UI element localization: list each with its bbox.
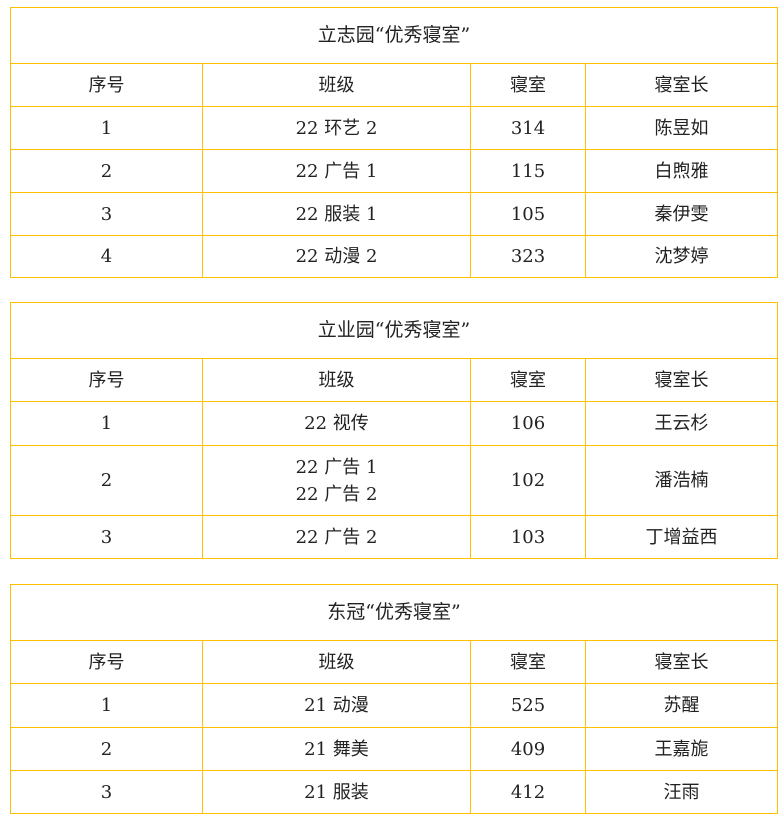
cell-dorm: 525 bbox=[470, 683, 586, 728]
table-row: 1 22 视传 106 王云杉 bbox=[10, 401, 778, 446]
cell-class: 22 环艺 2 bbox=[202, 106, 471, 150]
cell-index: 2 bbox=[10, 445, 203, 516]
cell-class: 22 视传 bbox=[202, 401, 471, 446]
header-row: 序号 班级 寝室 寝室长 bbox=[10, 640, 778, 684]
cell-dorm-leader: 王嘉旎 bbox=[585, 727, 778, 771]
header-row: 序号 班级 寝室 寝室长 bbox=[10, 63, 778, 107]
cell-dorm: 102 bbox=[470, 445, 586, 516]
cell-dorm: 105 bbox=[470, 192, 586, 236]
cell-class: 21 动漫 bbox=[202, 683, 471, 728]
header-class: 班级 bbox=[202, 358, 471, 402]
cell-dorm-leader: 潘浩楠 bbox=[585, 445, 778, 516]
cell-class: 21 服装 bbox=[202, 770, 471, 814]
cell-dorm: 412 bbox=[470, 770, 586, 814]
table-row: 2 22 广告 1 22 广告 2 102 潘浩楠 bbox=[10, 445, 778, 516]
cell-index: 1 bbox=[10, 683, 203, 728]
cell-class: 22 服装 1 bbox=[202, 192, 471, 236]
cell-dorm-leader: 丁增益西 bbox=[585, 515, 778, 559]
header-index: 序号 bbox=[10, 63, 203, 107]
header-dorm-leader: 寝室长 bbox=[585, 63, 778, 107]
header-row: 序号 班级 寝室 寝室长 bbox=[10, 358, 778, 402]
cell-index: 1 bbox=[10, 106, 203, 150]
header-dorm: 寝室 bbox=[470, 640, 586, 684]
cell-dorm-leader: 沈梦婷 bbox=[585, 235, 778, 278]
table-title: 东冠“优秀寝室” bbox=[10, 584, 778, 641]
header-class: 班级 bbox=[202, 640, 471, 684]
table-title-row: 立业园“优秀寝室” bbox=[10, 302, 778, 359]
table-row: 1 22 环艺 2 314 陈昱如 bbox=[10, 106, 778, 150]
header-index: 序号 bbox=[10, 358, 203, 402]
table-title: 立业园“优秀寝室” bbox=[10, 302, 778, 359]
cell-class: 22 动漫 2 bbox=[202, 235, 471, 278]
table-row: 4 22 动漫 2 323 沈梦婷 bbox=[10, 235, 778, 278]
cell-dorm: 103 bbox=[470, 515, 586, 559]
cell-dorm-leader: 白煦雅 bbox=[585, 149, 778, 193]
cell-index: 2 bbox=[10, 149, 203, 193]
table-title-row: 立志园“优秀寝室” bbox=[10, 7, 778, 64]
cell-dorm-leader: 陈昱如 bbox=[585, 106, 778, 150]
header-dorm: 寝室 bbox=[470, 63, 586, 107]
cell-index: 1 bbox=[10, 401, 203, 446]
cell-index: 3 bbox=[10, 770, 203, 814]
header-class: 班级 bbox=[202, 63, 471, 107]
table-title-row: 东冠“优秀寝室” bbox=[10, 584, 778, 641]
dorm-table-3: 东冠“优秀寝室” 序号 班级 寝室 寝室长 1 21 动漫 525 苏醒 2 21 舞美 409 王嘉旎… bbox=[10, 584, 778, 814]
cell-dorm-leader: 汪雨 bbox=[585, 770, 778, 814]
table-row: 2 21 舞美 409 王嘉旎 bbox=[10, 727, 778, 771]
cell-index: 3 bbox=[10, 192, 203, 236]
cell-class: 22 广告 1 22 广告 2 bbox=[202, 445, 471, 516]
cell-dorm: 115 bbox=[470, 149, 586, 193]
cell-class: 21 舞美 bbox=[202, 727, 471, 771]
cell-dorm: 409 bbox=[470, 727, 586, 771]
cell-index: 3 bbox=[10, 515, 203, 559]
header-dorm-leader: 寝室长 bbox=[585, 640, 778, 684]
table-title: 立志园“优秀寝室” bbox=[10, 7, 778, 64]
table-row: 3 21 服装 412 汪雨 bbox=[10, 770, 778, 814]
cell-class: 22 广告 1 bbox=[202, 149, 471, 193]
cell-dorm: 106 bbox=[470, 401, 586, 446]
cell-dorm-leader: 王云杉 bbox=[585, 401, 778, 446]
table-row: 1 21 动漫 525 苏醒 bbox=[10, 683, 778, 728]
cell-index: 2 bbox=[10, 727, 203, 771]
dorm-table-2: 立业园“优秀寝室” 序号 班级 寝室 寝室长 1 22 视传 106 王云杉 2 22 广告 1 2… bbox=[10, 302, 778, 559]
header-index: 序号 bbox=[10, 640, 203, 684]
table-row: 3 22 服装 1 105 秦伊雯 bbox=[10, 192, 778, 236]
header-dorm-leader: 寝室长 bbox=[585, 358, 778, 402]
table-row: 2 22 广告 1 115 白煦雅 bbox=[10, 149, 778, 193]
dorm-table-1: 立志园“优秀寝室” 序号 班级 寝室 寝室长 1 22 环艺 2 314 陈昱如 2 22 广告 1… bbox=[10, 7, 778, 278]
cell-class: 22 广告 2 bbox=[202, 515, 471, 559]
cell-index: 4 bbox=[10, 235, 203, 278]
cell-dorm-leader: 苏醒 bbox=[585, 683, 778, 728]
cell-dorm: 314 bbox=[470, 106, 586, 150]
cell-dorm: 323 bbox=[470, 235, 586, 278]
cell-dorm-leader: 秦伊雯 bbox=[585, 192, 778, 236]
header-dorm: 寝室 bbox=[470, 358, 586, 402]
table-row: 3 22 广告 2 103 丁增益西 bbox=[10, 515, 778, 559]
